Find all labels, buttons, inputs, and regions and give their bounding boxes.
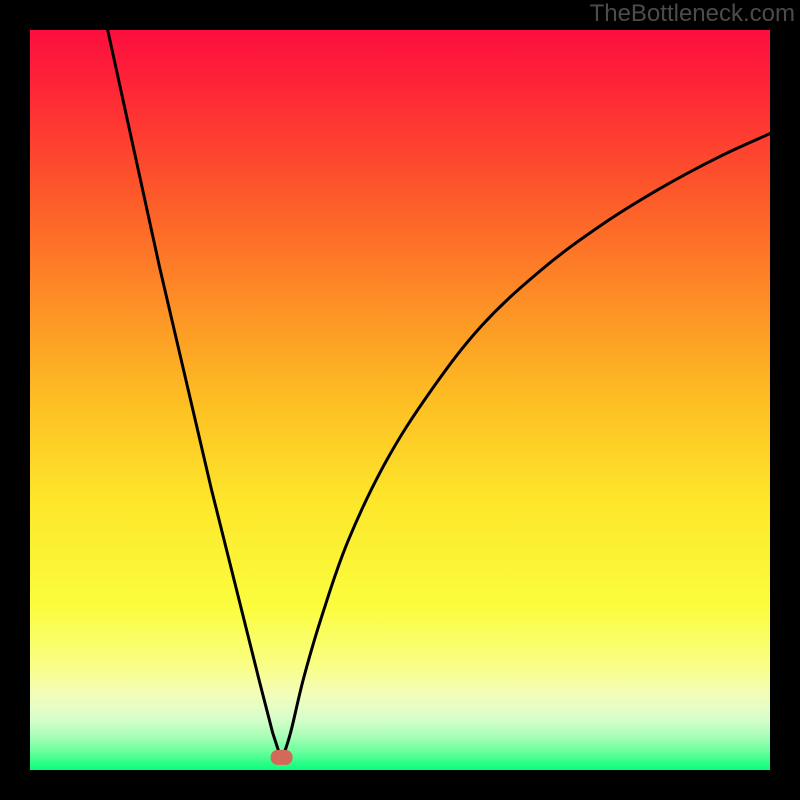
- watermark-text: TheBottleneck.com: [590, 0, 795, 28]
- minimum-marker: [271, 750, 293, 765]
- chart-svg: [0, 0, 800, 800]
- chart-background: [30, 30, 770, 770]
- chart-container: TheBottleneck.com: [0, 0, 800, 800]
